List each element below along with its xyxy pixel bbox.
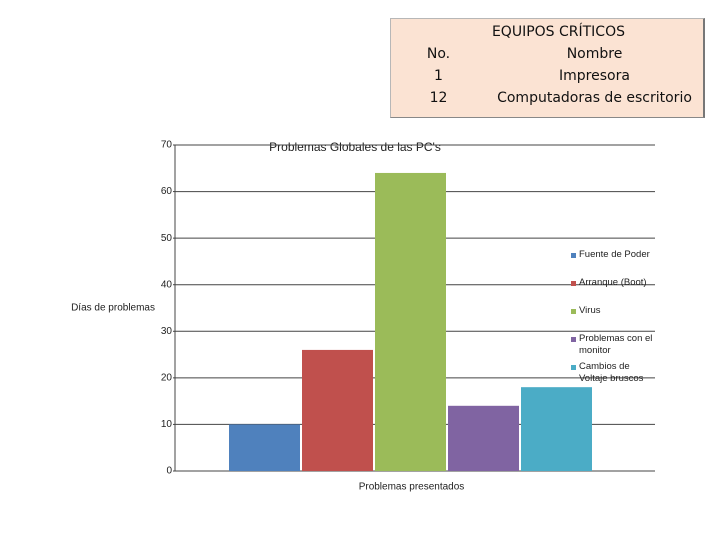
bar: [302, 349, 373, 471]
table-title: EQUIPOS CRÍTICOS: [491, 24, 625, 40]
y-tick-label: 30: [161, 326, 173, 337]
legend-label: Arranque (Boot): [579, 277, 647, 288]
legend-entry: Arranque (Boot): [579, 277, 647, 288]
y-tick-label: 50: [161, 233, 173, 244]
legend-label: Fuente de Poder: [579, 249, 650, 260]
legend-entry: Cambios de Voltaje bruscos: [579, 361, 644, 384]
legend-entry: Problemas con el monitor: [579, 333, 653, 356]
legend-label: Cambios de Voltaje bruscos: [579, 361, 644, 384]
y-tick-label: 10: [161, 419, 173, 430]
legend-label: Problemas con el monitor: [579, 333, 653, 356]
table-row: 12 Computadoras de escritorio: [391, 87, 703, 109]
cell: 1: [434, 68, 443, 84]
bar: [229, 424, 300, 471]
critical-equipment-table: EQUIPOS CRÍTICOS No. Nombre 1 Impresora 12…: [390, 18, 705, 118]
y-tick-label: 60: [161, 186, 173, 197]
legend-swatch: [571, 253, 576, 258]
legend-swatch: [571, 365, 576, 370]
legend-entry: Fuente de Poder: [579, 249, 650, 260]
y-tick-label: 70: [161, 140, 173, 151]
chart-title: Problemas Globales de las PC's: [269, 140, 441, 154]
y-axis-label: Días de problemas: [71, 303, 155, 314]
bar: [448, 405, 519, 471]
y-tick-label: 0: [166, 466, 172, 477]
table-row: 1 Impresora: [391, 65, 703, 87]
bar: [521, 387, 592, 471]
bar: [375, 172, 446, 471]
x-tick-label: Problemas presentados: [359, 482, 465, 493]
header-cell: No.: [426, 46, 451, 62]
legend-label: Virus: [579, 305, 601, 316]
cell: Computadoras de escritorio: [497, 90, 692, 106]
legend-entry: Virus: [579, 305, 601, 316]
legend-swatch: [571, 337, 576, 342]
cell: 12: [429, 90, 448, 106]
y-tick-label: 20: [161, 372, 173, 383]
legend-swatch: [571, 309, 576, 314]
header-cell: Nombre: [566, 46, 623, 62]
cell: Impresora: [559, 68, 630, 84]
legend-swatch: [571, 281, 576, 286]
table-header: No. Nombre: [391, 43, 703, 65]
y-tick-label: 40: [161, 279, 173, 290]
